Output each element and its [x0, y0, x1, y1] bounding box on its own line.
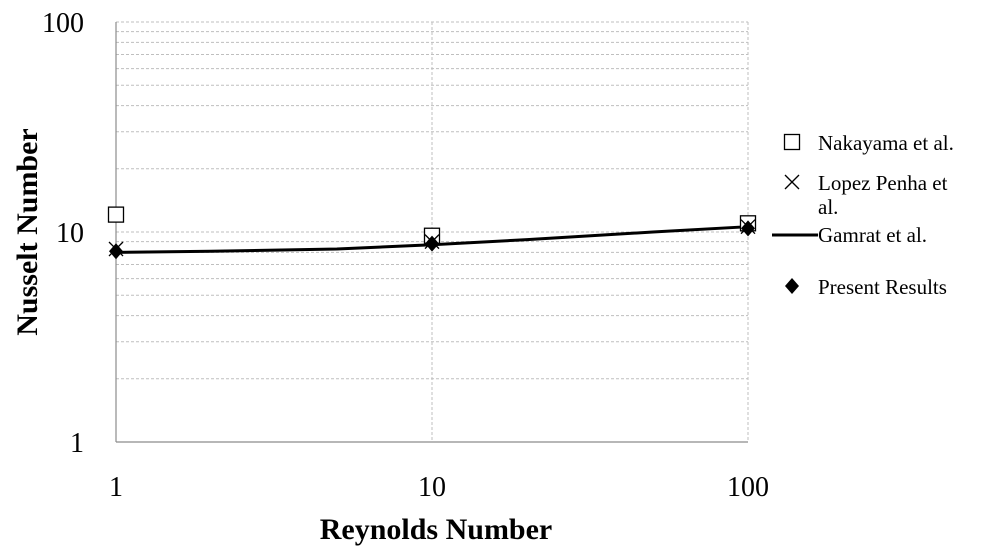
y-tick-label: 1 — [70, 428, 84, 459]
plot-area — [107, 206, 757, 260]
data-point-filled-diamond — [425, 235, 439, 252]
y-tick-label: 10 — [56, 218, 84, 249]
legend-label: Lopez Penha et — [818, 171, 948, 195]
legend-entry: Gamrat et al. — [772, 223, 927, 247]
x-tick-label: 1 — [109, 472, 123, 503]
legend-swatch — [784, 174, 800, 190]
x-axis-title: Reynolds Number — [320, 513, 553, 546]
x-tick-label: 10 — [418, 472, 446, 503]
legend-swatch — [783, 133, 801, 151]
axes — [115, 22, 748, 443]
y-axis-title: Nusselt Number — [11, 128, 44, 336]
x-marker-stroke — [784, 174, 800, 190]
data-point-open-square — [107, 206, 125, 223]
legend-label: al. — [818, 195, 838, 219]
y-tick-label: 100 — [42, 8, 84, 39]
data-point-filled-diamond — [741, 220, 755, 237]
legend-swatch — [785, 278, 799, 294]
legend-entry: Nakayama et al. — [783, 131, 954, 155]
grid — [116, 21, 749, 442]
x-tick-label: 100 — [727, 472, 769, 503]
data-point-filled-diamond — [109, 243, 123, 260]
legend-label: Present Results — [818, 275, 947, 299]
legend-label: Nakayama et al. — [818, 131, 954, 155]
legend-entry: Present Results — [785, 275, 947, 299]
tick-labels: 1 10 100 1 10 100 — [42, 8, 769, 503]
legend-label: Gamrat et al. — [818, 223, 927, 247]
